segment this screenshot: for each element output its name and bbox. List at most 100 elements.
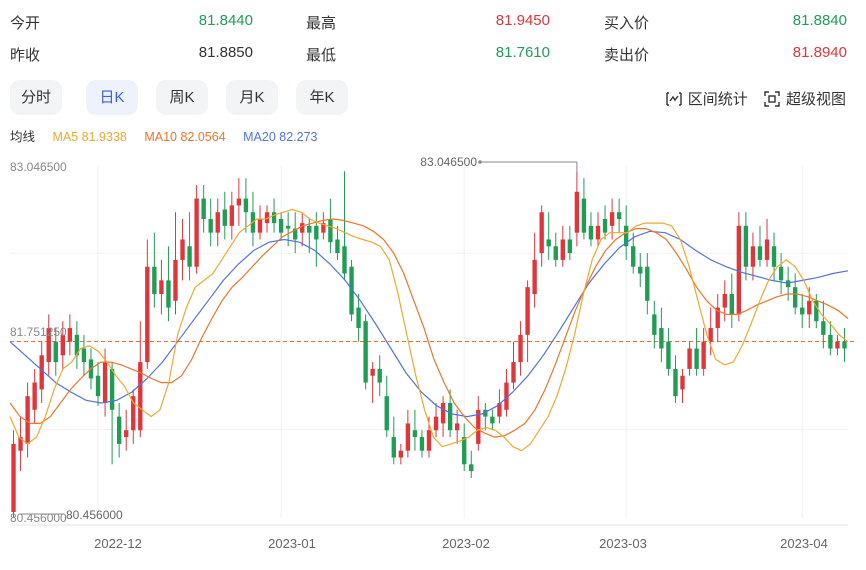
candle-body <box>39 355 44 390</box>
candle-body <box>609 212 615 226</box>
candle-body <box>166 280 171 308</box>
candle-body <box>194 198 199 267</box>
candle-body <box>293 228 298 240</box>
candle-body <box>222 209 227 226</box>
candle-body <box>793 287 798 308</box>
candle-body <box>116 416 122 444</box>
ma-legend-title: 均线 <box>10 130 36 144</box>
candle-body <box>145 266 150 363</box>
ma10-line <box>9 218 849 438</box>
candle-body <box>757 246 763 260</box>
candle-body <box>729 293 734 315</box>
candle-body <box>750 246 756 267</box>
ma10-legend: MA10 82.0564 <box>144 130 226 144</box>
candle-body <box>722 293 727 308</box>
low-value: 81.7610 <box>495 44 550 61</box>
candle-body <box>778 266 784 281</box>
candle-body <box>391 437 396 458</box>
y-min-label: 80.456000 <box>10 511 67 525</box>
candle-body <box>201 198 206 220</box>
candle-body <box>687 348 692 369</box>
candle-body <box>321 223 326 233</box>
candle-body <box>18 437 23 451</box>
ask-label: 卖出价 <box>604 47 650 64</box>
candle-body <box>53 341 58 363</box>
candle-body <box>539 212 544 254</box>
prev-close-value: 81.8850 <box>198 44 253 61</box>
interval-stats-button[interactable]: 区间统计 <box>666 88 748 109</box>
candle-body <box>342 246 347 274</box>
candle-body <box>124 430 129 438</box>
candle-body <box>553 246 558 260</box>
candle-body <box>680 375 685 390</box>
ma20-legend: MA20 82.273 <box>243 130 318 144</box>
candle-body <box>278 219 284 233</box>
tab-yearly-k[interactable]: 年K <box>296 80 348 115</box>
candle-body <box>574 191 580 233</box>
y-max-label: 83.046500 <box>10 160 67 174</box>
ma20-line <box>9 230 849 418</box>
candle-body <box>736 225 742 315</box>
candle-body <box>511 362 516 383</box>
candle-body <box>821 321 826 335</box>
candle-body <box>159 280 164 294</box>
super-view-label: 超级视图 <box>785 91 846 108</box>
candle-body <box>807 300 812 315</box>
candle-body <box>433 416 439 431</box>
candle-body <box>645 266 650 301</box>
candle-body <box>363 321 368 383</box>
candle-body <box>173 259 178 301</box>
candle-body <box>314 225 319 240</box>
candle-body <box>426 430 432 451</box>
bid-label: 买入价 <box>604 15 650 32</box>
super-view-button[interactable]: 超级视图 <box>764 88 846 109</box>
interval-stats-icon <box>666 91 682 106</box>
candle-body <box>490 416 495 424</box>
interval-stats-label: 区间统计 <box>687 91 748 108</box>
candle-body <box>588 225 594 240</box>
candle-body <box>701 341 706 369</box>
candle-body <box>462 437 467 465</box>
candle-body <box>581 198 587 233</box>
candle-body <box>771 246 777 267</box>
candle-body <box>377 368 382 383</box>
x-tick-label: 2023-02 <box>442 536 490 551</box>
candle-body <box>666 341 671 369</box>
candle-body <box>483 409 488 417</box>
high-annotation-label: 83.046500 <box>420 155 477 169</box>
candle-body <box>504 382 509 410</box>
candle-body <box>405 423 411 451</box>
candle-body <box>74 334 80 356</box>
candle-body <box>419 437 425 451</box>
candle-body <box>546 239 551 247</box>
candle-body <box>525 287 530 335</box>
candle-body <box>652 314 657 335</box>
high-annotation-dot <box>478 160 482 164</box>
candlestick-chart[interactable]: 83.046500 81.751250 80.456000 83.046500 80.4… <box>0 150 866 570</box>
candle-body <box>229 205 235 226</box>
candle-body <box>708 328 713 342</box>
candle-body <box>518 334 523 363</box>
open-value: 81.8440 <box>198 12 253 29</box>
candle-body <box>659 328 664 349</box>
tab-monthly-k[interactable]: 月K <box>226 80 278 115</box>
candle-body <box>95 375 101 397</box>
candle-body <box>469 464 474 472</box>
candle-body <box>814 300 819 322</box>
candle-body <box>138 362 143 431</box>
ma5-line <box>9 208 849 452</box>
candle-body <box>307 225 312 233</box>
tab-weekly-k[interactable]: 周K <box>156 80 208 115</box>
prev-close-label: 昨收 <box>10 47 41 64</box>
candle-body <box>370 368 375 376</box>
candle-body <box>638 266 643 274</box>
candle-body <box>440 402 446 424</box>
candle-body <box>81 348 87 363</box>
tab-intraday[interactable]: 分时 <box>10 80 62 115</box>
tab-daily-k[interactable]: 日K <box>86 80 138 115</box>
high-value: 81.9450 <box>495 12 550 29</box>
ask-value: 81.8940 <box>792 44 847 61</box>
chart-tools: 区间统计 超级视图 <box>654 88 846 111</box>
candle-body <box>152 266 157 294</box>
candle-body <box>835 341 840 349</box>
